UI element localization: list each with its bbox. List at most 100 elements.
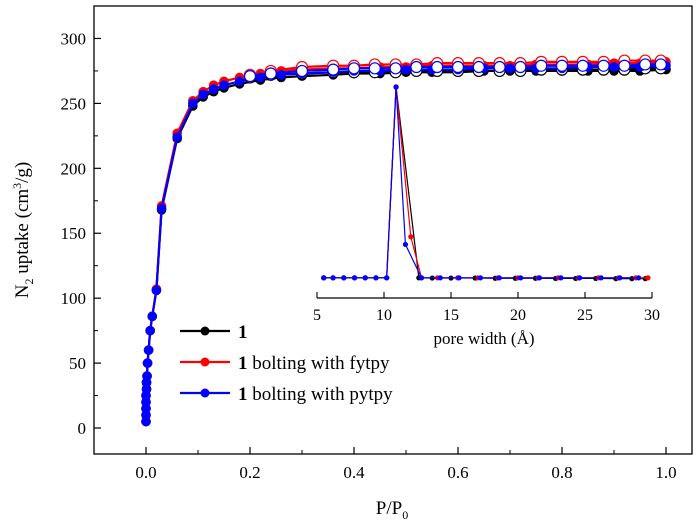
inset-series-3-point — [598, 275, 604, 281]
series-3-desorption-point — [264, 67, 277, 80]
y-tick-label: 250 — [61, 94, 87, 113]
series-3-desorption-point — [618, 59, 631, 72]
series-3-desorption-point — [410, 60, 423, 74]
inset-series-3-point — [536, 275, 543, 281]
series-3-desorption-point — [654, 58, 667, 71]
y-tick-label: 50 — [69, 354, 86, 373]
inset-series-3-point — [617, 275, 623, 281]
inset-series-3-point — [373, 275, 379, 281]
series-3-adsorption-point — [234, 76, 245, 87]
legend-label-3: 1 bolting with pytpy — [238, 384, 393, 405]
series-3-adsorption-point — [142, 371, 152, 381]
x-tick-label: 0.6 — [447, 463, 468, 482]
inset-x-tick-label: 20 — [510, 307, 526, 324]
series-3-adsorption-point — [172, 132, 182, 142]
main-axis-ticks: 0.0 0.2 0.4 0.6 0.8 1.0 0 50 100 150 200 250 300 — [61, 29, 677, 482]
x-tick-label: 0.0 — [135, 463, 156, 482]
series-3-desorption-point — [639, 58, 652, 71]
x-tick-label: 0.8 — [551, 463, 572, 482]
series-3-desorption-point — [327, 63, 340, 76]
legend-entry-2: 1 bolting with fytpy — [180, 353, 390, 374]
inset-series-1-line — [323, 86, 646, 280]
series-3-desorption-point — [389, 62, 402, 75]
legend: 1 1 bolting with fytpy 1 bolting with py… — [180, 322, 393, 405]
legend-entry-1: 1 — [180, 322, 248, 343]
inset-series-3-point — [437, 275, 443, 281]
inset-series-3-point — [518, 275, 524, 281]
series-3-adsorption-point — [401, 64, 411, 75]
inset-series-3-point — [362, 275, 368, 281]
inset-series-3-line — [323, 86, 639, 279]
inset-series-3-point — [341, 275, 347, 281]
series-3-desorption-point — [368, 62, 381, 75]
y-tick-label: 200 — [61, 159, 87, 178]
series-3-desorption-point — [514, 60, 527, 74]
x-tick-label: 0.4 — [343, 463, 365, 482]
inset-series-3-point — [393, 84, 399, 90]
inset-chart: 5 10 15 20 25 30 pore width (Å) — [313, 84, 660, 348]
series-3-adsorption-point — [188, 98, 198, 109]
x-axis-label: P/P0 — [376, 498, 408, 522]
series-3-adsorption-point — [255, 72, 266, 83]
main-plot-frame — [93, 5, 693, 455]
y-axis-label: N2 uptake (cm3/g) — [10, 162, 36, 299]
series-3-desorption-point — [576, 59, 589, 72]
inset-series-3-point — [384, 275, 390, 281]
series-3-desorption-point — [347, 62, 361, 75]
legend-label-2: 1 bolting with fytpy — [238, 353, 390, 374]
x-tick-label: 0.2 — [239, 463, 260, 482]
series-3-adsorption-point — [156, 203, 167, 214]
series-3-desorption-point — [535, 59, 548, 72]
inset-series-3-point — [330, 275, 336, 281]
series-3-desorption-point — [493, 60, 506, 74]
x-tick-label: 1.0 — [655, 463, 676, 482]
series-3-adsorption-point — [147, 311, 158, 322]
series-3-adsorption-point — [198, 89, 208, 100]
legend-label-1: 1 — [238, 322, 248, 343]
inset-series-3-point — [558, 275, 564, 281]
inset-x-tick-label: 15 — [443, 307, 459, 324]
legend-marker-3 — [200, 388, 210, 398]
series-3-adsorption-point — [505, 63, 515, 74]
inset-series-3-point — [496, 275, 502, 281]
series-3-desorption-point — [555, 59, 569, 72]
series-3-adsorption-point — [276, 70, 287, 80]
legend-entry-3: 1 bolting with pytpy — [180, 384, 393, 405]
series-3-adsorption-point — [142, 358, 153, 368]
inset-x-axis-label: pore width (Å) — [433, 329, 534, 348]
series-3-adsorption-point — [609, 62, 619, 72]
series-3-adsorption-point — [145, 325, 155, 336]
inset-x-tick-label: 30 — [644, 307, 660, 324]
series-3-adsorption-point — [143, 345, 154, 355]
y-tick-label: 100 — [61, 289, 87, 308]
series-3-desorption-point — [472, 60, 485, 74]
inset-series-layer — [321, 84, 651, 282]
legend-marker-1 — [200, 326, 210, 336]
main-series-layer — [141, 54, 671, 427]
inset-x-tick-label: 10 — [376, 307, 392, 324]
inset-series-3-point — [477, 275, 484, 281]
y-tick-label: 300 — [61, 29, 87, 48]
inset-series-3-point — [321, 275, 327, 281]
series-3-desorption-point — [597, 59, 610, 72]
inset-series-2-line — [323, 86, 648, 279]
inset-series-3-point — [418, 275, 425, 281]
legend-marker-2 — [200, 357, 210, 367]
series-3-adsorption-point — [208, 84, 219, 94]
inset-axis-ticks: 5 10 15 20 25 30 — [313, 292, 660, 324]
inset-series-2-point — [408, 234, 414, 240]
series-3-desorption-point — [451, 60, 465, 74]
inset-series-3-point — [402, 241, 409, 248]
series-3-desorption-point — [243, 70, 257, 83]
series-3-adsorption-point — [151, 285, 162, 296]
series-3-adsorption-point — [219, 80, 229, 91]
series-3-desorption-point — [431, 60, 444, 74]
inset-x-tick-label: 5 — [313, 307, 321, 324]
inset-series-3-point — [351, 275, 358, 281]
y-tick-label: 0 — [78, 419, 87, 438]
series-3-desorption-point — [295, 64, 309, 78]
inset-series-3-point — [636, 275, 642, 281]
inset-series-3-point — [577, 275, 583, 281]
inset-x-tick-label: 25 — [577, 307, 593, 324]
